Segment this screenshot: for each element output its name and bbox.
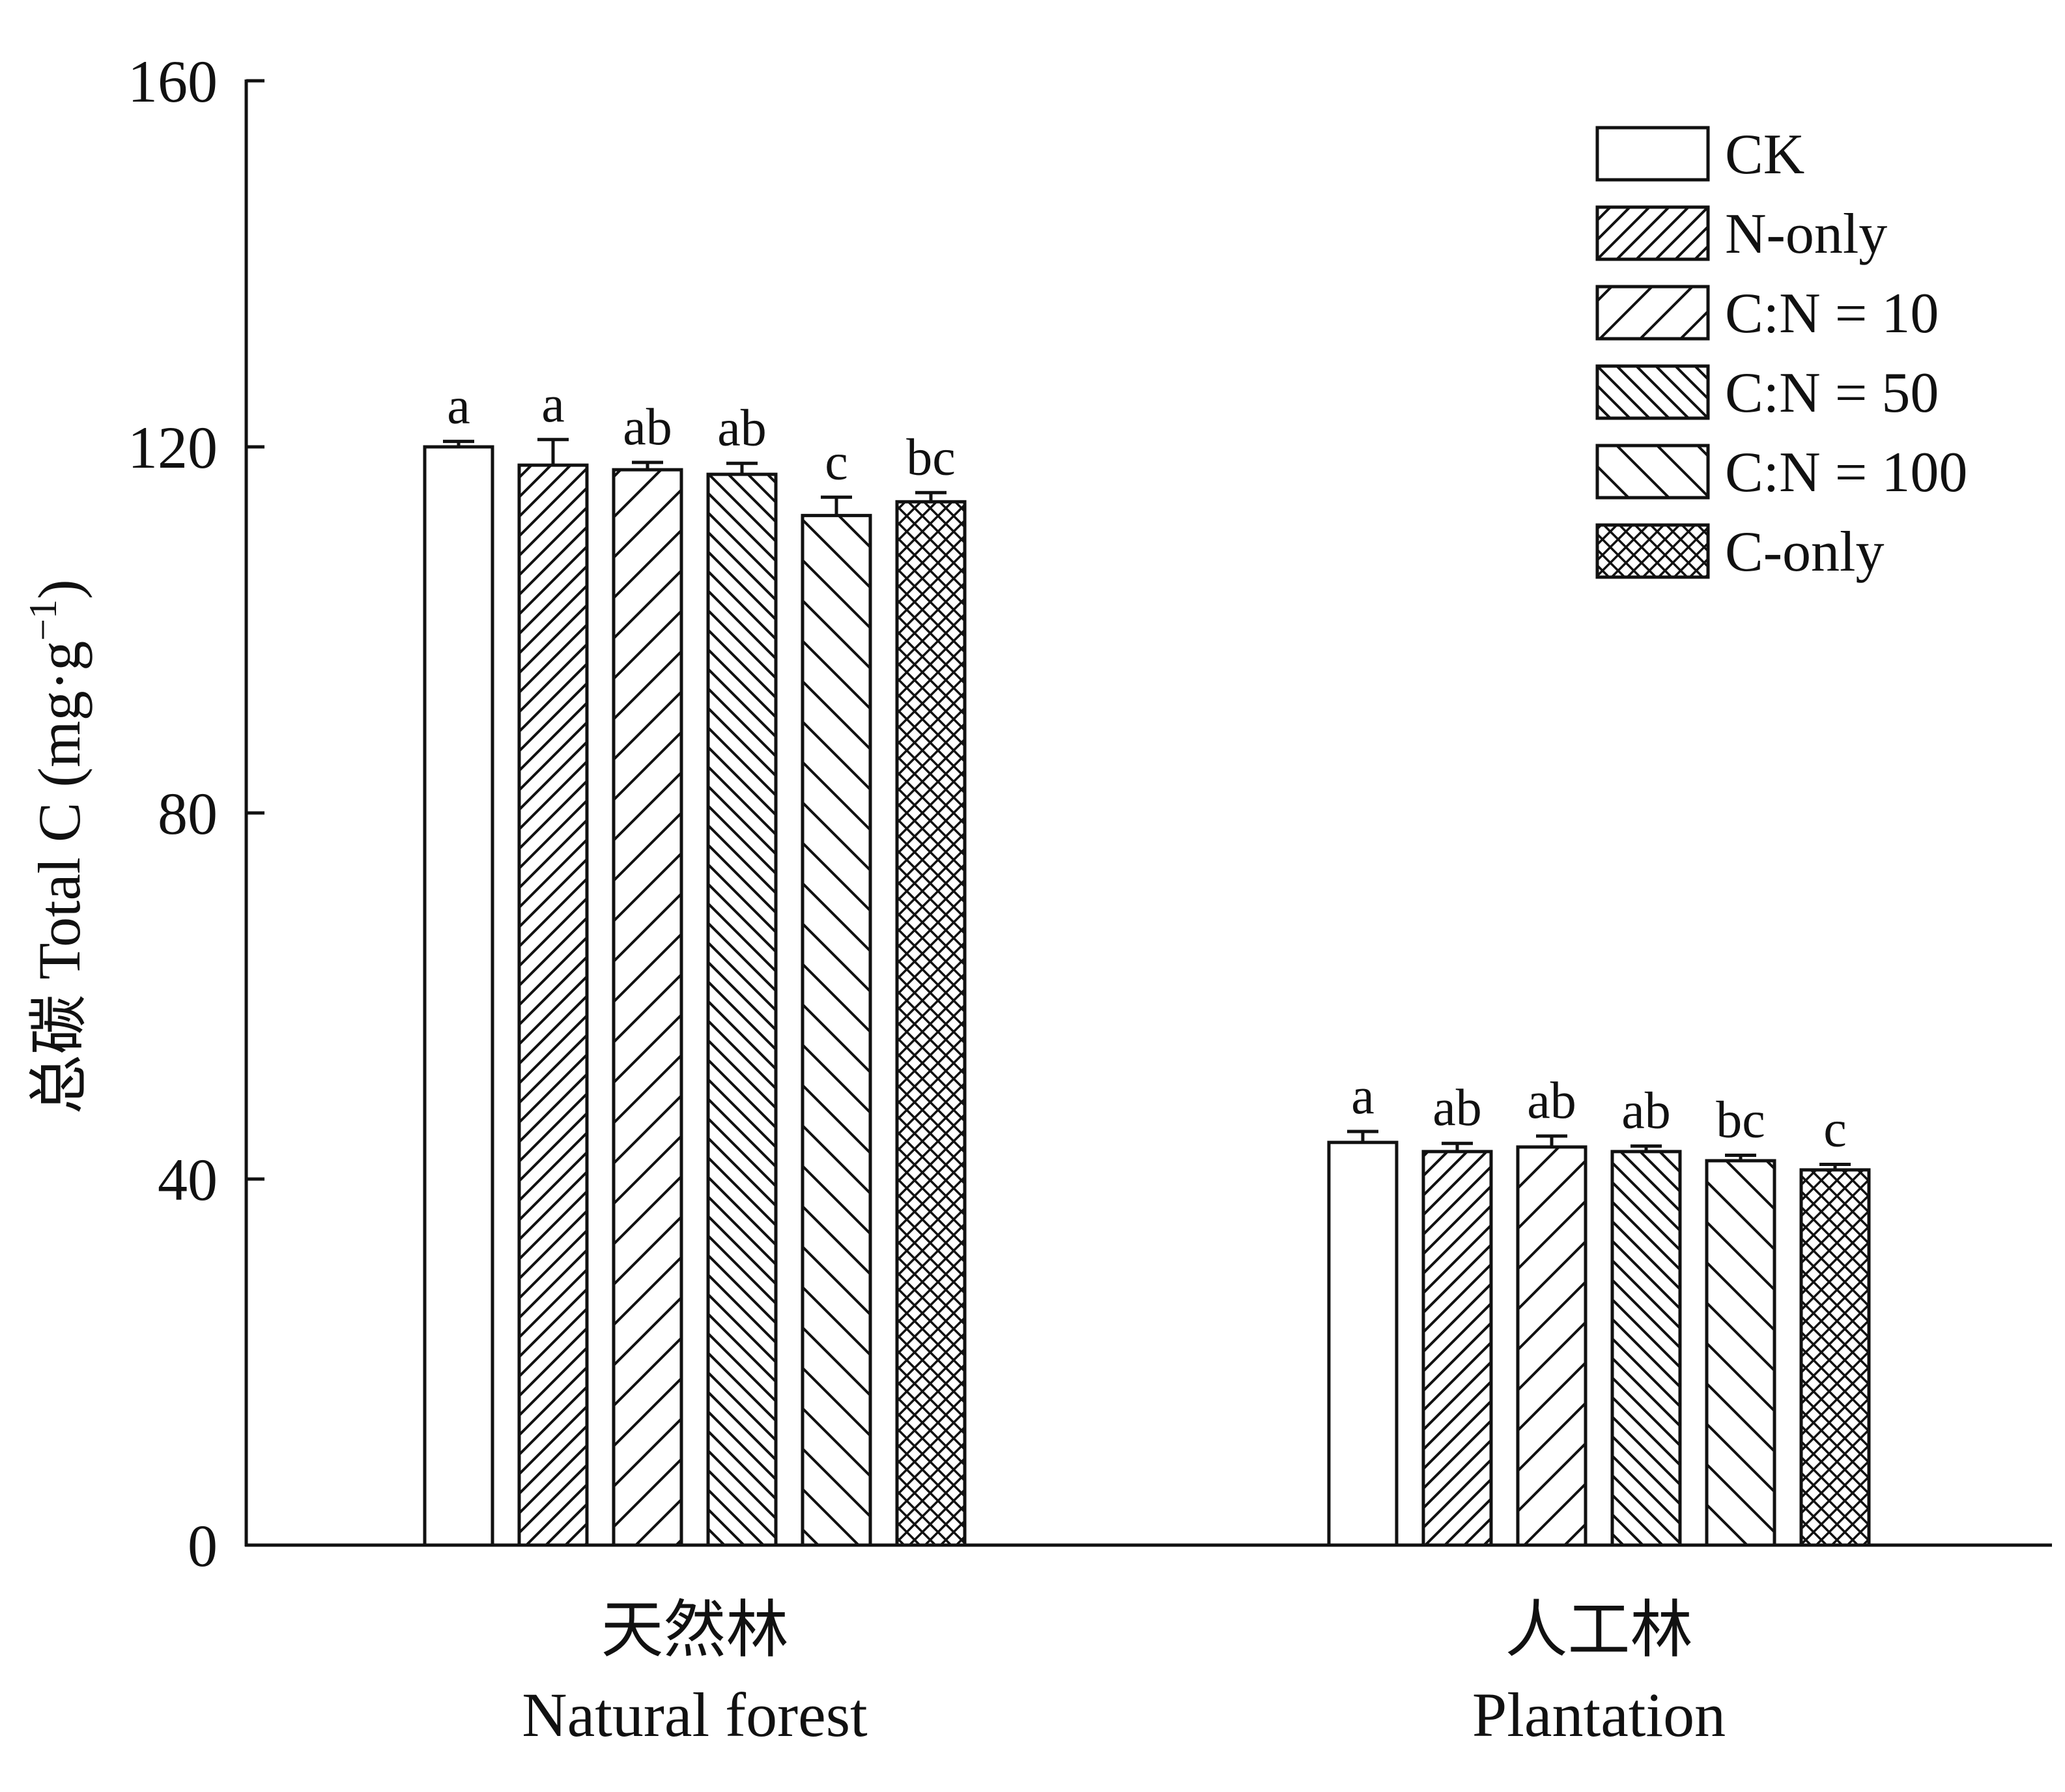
- legend-swatch-n-only: [1595, 205, 1710, 261]
- bar-c2-c-n-100: [1705, 1159, 1776, 1547]
- x-axis-category-labels: 天然林 Natural forest 人工林 Plantation: [522, 1595, 1726, 1750]
- y-tick-label-120: 120: [128, 414, 218, 481]
- y-axis-label-main: 总碳 Total C (mg·g: [26, 641, 93, 1115]
- category-label-zh-1: 天然林: [601, 1595, 789, 1665]
- sig-letter-c1-c-only: bc: [906, 429, 956, 486]
- bar-c1-c-n-50: [706, 472, 778, 1547]
- bars-layer: [423, 445, 1871, 1547]
- legend-label-c-n-50: C:N = 50: [1725, 362, 1939, 425]
- legend-label-c-only: C-only: [1725, 520, 1884, 584]
- y-axis-label-close: ): [26, 579, 93, 599]
- sig-letter-c2-c-only: c: [1823, 1101, 1847, 1158]
- y-tick-label-160: 160: [128, 48, 218, 115]
- legend: CK N-only C:N = 10 C:N = 50 C:N = 100 C-only: [1595, 123, 1967, 584]
- y-tick-label-80: 80: [158, 780, 218, 847]
- bar-c1-c-only: [895, 500, 967, 1547]
- category-label-en-2: Plantation: [1472, 1680, 1726, 1750]
- sig-letter-c2-n-only: ab: [1432, 1079, 1482, 1137]
- sig-letter-c1-ck: a: [447, 378, 470, 435]
- bar-c1-c-n-100: [801, 513, 872, 1547]
- sig-letter-c1-c-n-100: c: [825, 433, 848, 491]
- sig-letter-c1-n-only: a: [541, 376, 565, 433]
- bar-c2-n-only: [1421, 1150, 1493, 1547]
- y-axis-label-superscript: −1: [21, 599, 64, 641]
- bar-c1-n-only: [517, 463, 589, 1547]
- legend-swatch-c-n-10: [1595, 285, 1710, 341]
- y-tick-label-40: 40: [158, 1146, 218, 1213]
- sig-letter-c2-c-n-50: ab: [1621, 1082, 1671, 1139]
- bar-c1-ck: [423, 445, 494, 1547]
- bar-c2-c-n-50: [1610, 1150, 1682, 1547]
- y-axis-label: 总碳 Total C (mg·g−1): [21, 579, 93, 1114]
- sig-letter-c2-c-n-100: bc: [1716, 1091, 1765, 1148]
- legend-swatch-ck: [1595, 126, 1710, 182]
- y-axis-ticks: 0 40 80 120 160: [128, 48, 264, 1579]
- legend-label-ck: CK: [1725, 123, 1804, 186]
- legend-swatch-c-n-100: [1595, 444, 1710, 500]
- sig-letter-c2-ck: a: [1351, 1068, 1374, 1125]
- y-tick-label-0: 0: [188, 1513, 218, 1579]
- bar-c2-c-n-10: [1516, 1145, 1588, 1547]
- legend-label-n-only: N-only: [1725, 203, 1887, 266]
- bar-c2-c-only: [1799, 1168, 1871, 1547]
- error-bars-layer: [443, 438, 1851, 1170]
- sig-letter-c1-c-n-10: ab: [623, 399, 672, 456]
- legend-label-c-n-100: C:N = 100: [1725, 441, 1967, 504]
- sig-letter-c2-c-n-10: ab: [1527, 1072, 1576, 1130]
- legend-swatch-c-only: [1595, 523, 1710, 579]
- category-label-en-1: Natural forest: [522, 1680, 868, 1750]
- bar-c2-ck: [1327, 1141, 1399, 1547]
- category-label-zh-2: 人工林: [1505, 1595, 1693, 1665]
- sig-letter-c1-c-n-50: ab: [717, 399, 767, 457]
- legend-label-c-n-10: C:N = 10: [1725, 282, 1939, 345]
- legend-swatch-c-n-50: [1595, 364, 1710, 420]
- bar-c1-c-n-10: [612, 468, 683, 1547]
- significance-letters-layer: a a ab abc bca ab ab ab bc c: [447, 376, 1847, 1158]
